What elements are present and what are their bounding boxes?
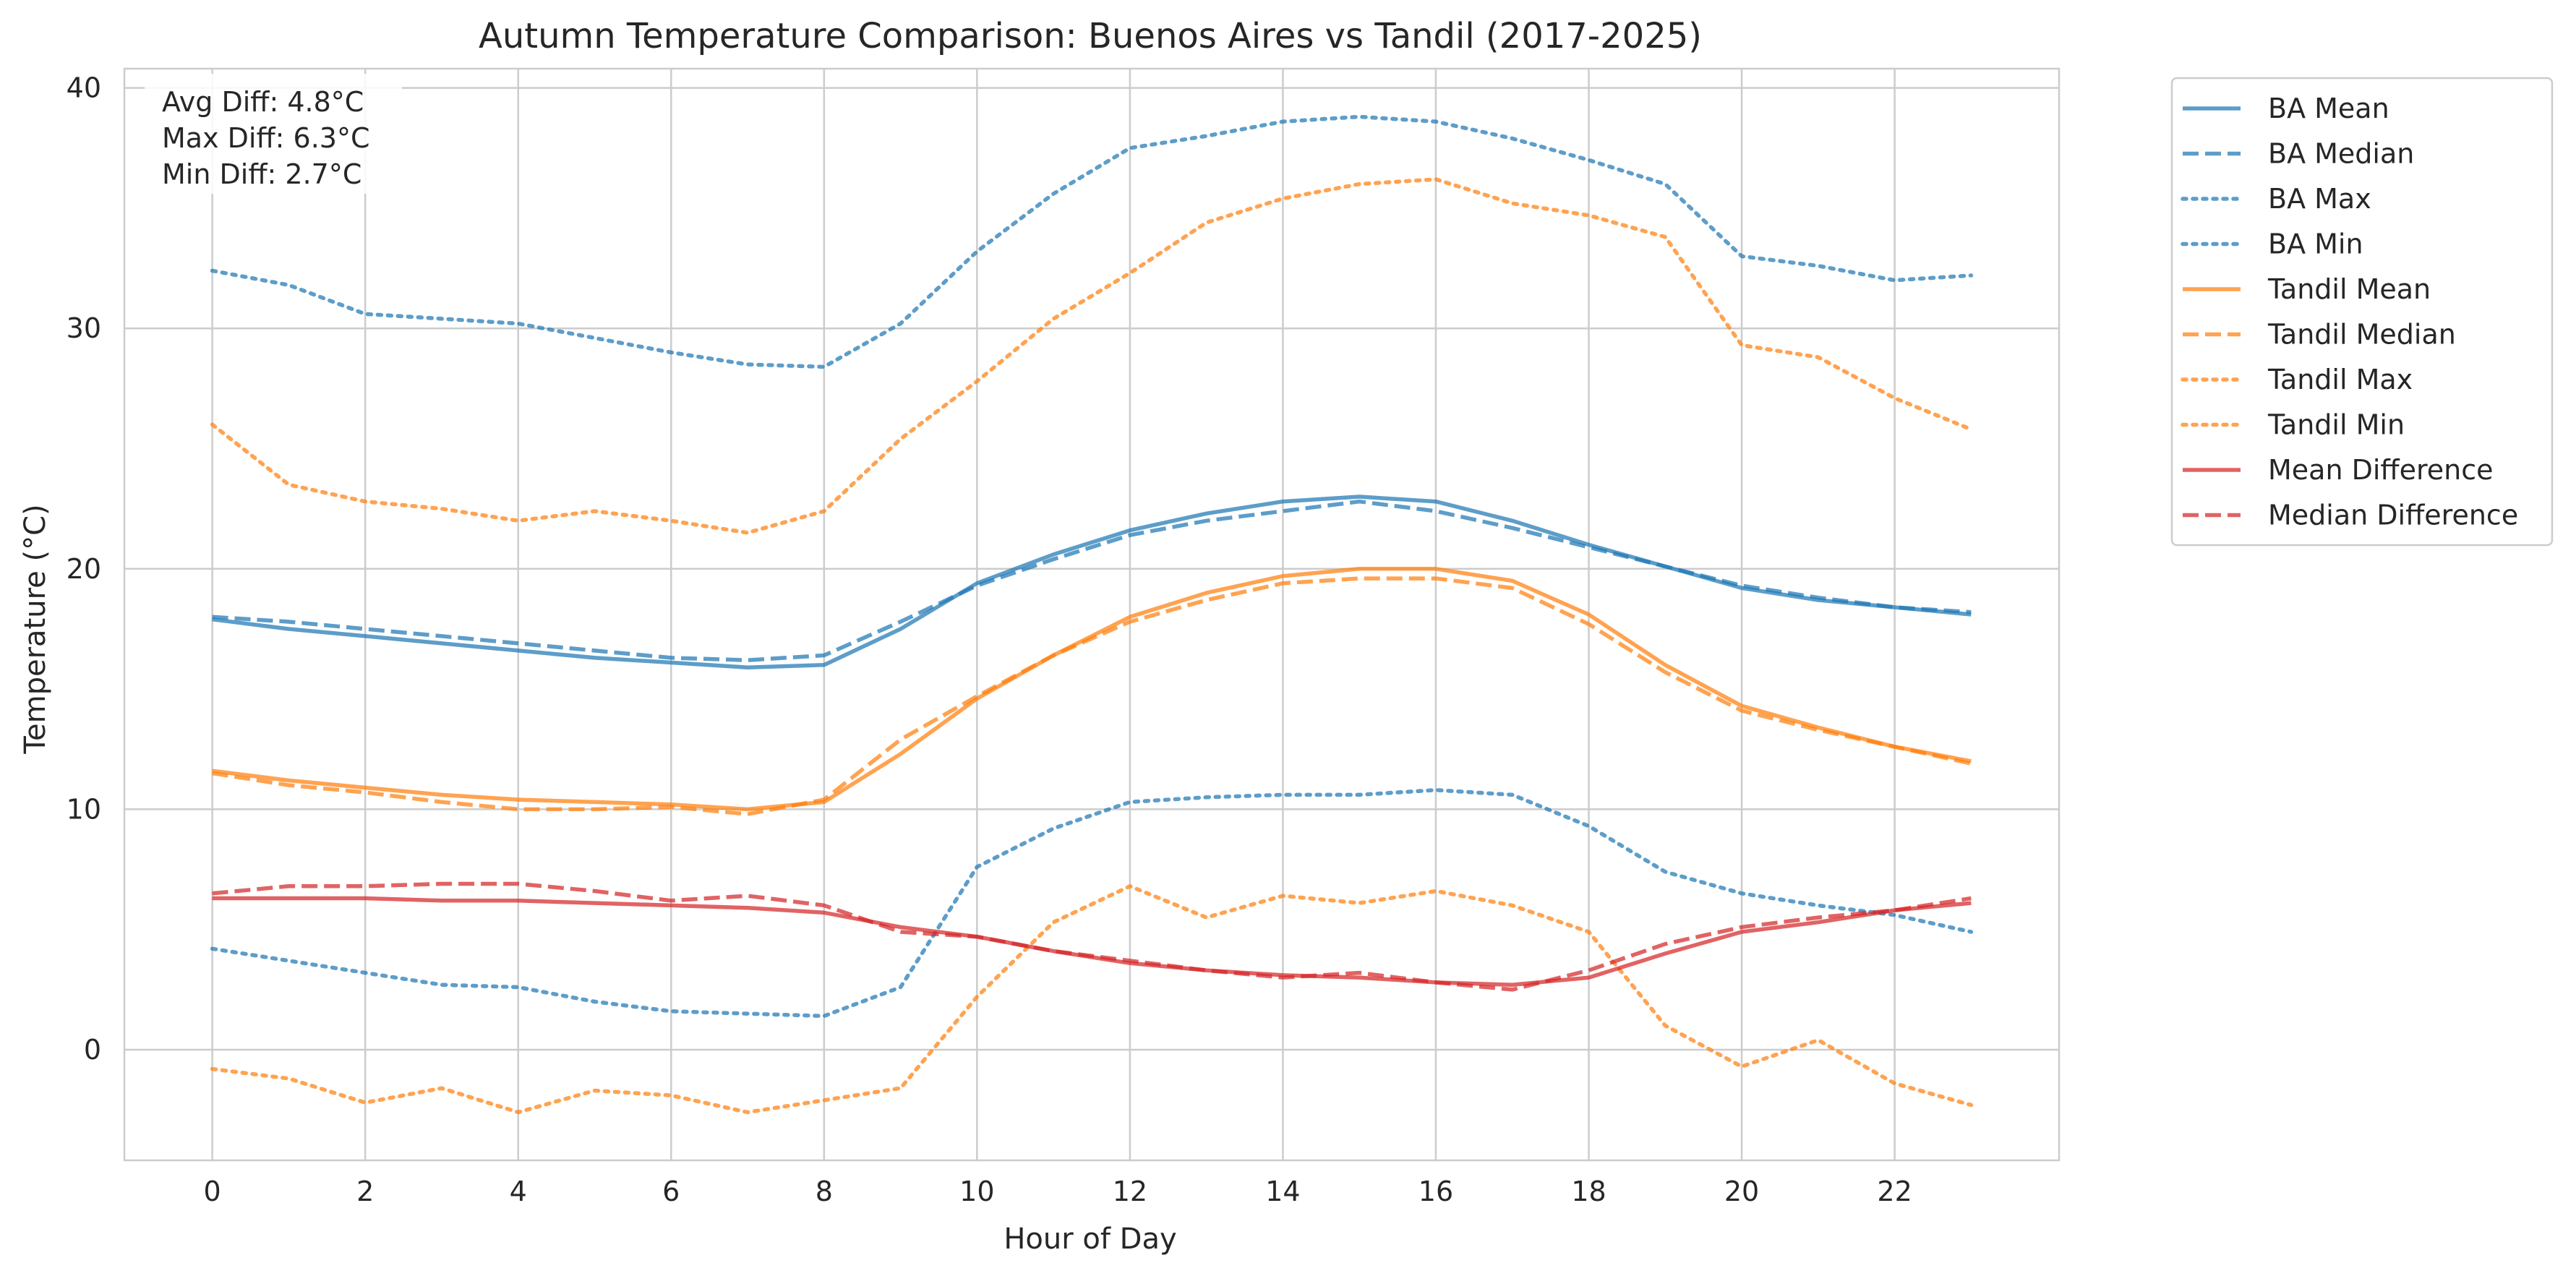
x-tick-label: 0 [204,1176,221,1207]
legend-label-ba-mean: BA Mean [2268,93,2389,124]
legend-label-ba-min: BA Min [2268,228,2363,260]
annotation-box [145,74,402,194]
y-tick-label: 30 [67,312,101,344]
x-tick-label: 22 [1877,1176,1912,1207]
chart-title: Autumn Temperature Comparison: Buenos Ai… [479,16,1702,56]
series-layer [210,114,1974,1115]
y-tick-label: 40 [67,72,101,104]
x-tick-label: 2 [356,1176,374,1207]
x-tick-label: 6 [662,1176,680,1207]
legend-label-ba-max: BA Max [2268,183,2371,215]
legend-label-ba-median: BA Median [2268,138,2414,170]
x-tick-label: 16 [1418,1176,1453,1207]
tick-labels: 0 2 4 6 8 10 12 14 16 18 20 22 0 10 20 30 40 [67,72,1912,1207]
legend-label-tandil-median: Tandil Median [2267,319,2456,351]
x-tick-label: 4 [510,1176,527,1207]
y-tick-label: 10 [67,793,101,825]
series-line-ba-max [210,114,1974,369]
series-line-ba-min [210,788,1974,1019]
annotation-avg-diff: Avg Diff: 4.8°C [162,86,364,118]
x-tick-label: 10 [959,1176,994,1207]
annotation-min-diff: Min Diff: 2.7°C [162,158,361,190]
x-tick-label: 8 [816,1176,833,1207]
x-axis-label: Hour of Day [1004,1223,1176,1256]
series-line-tandil-max [210,177,1974,535]
series-line-tandil-median [212,576,1972,816]
stats-annotation: Avg Diff: 4.8°C Max Diff: 6.3°C Min Diff… [145,74,402,194]
x-tick-label: 14 [1265,1176,1300,1207]
annotation-max-diff: Max Diff: 6.3°C [162,122,370,154]
x-tick-label: 18 [1571,1176,1606,1207]
y-tick-label: 20 [67,553,101,585]
legend-label-mean-difference: Mean Difference [2268,454,2494,486]
series-line-median-difference [212,881,1972,992]
y-axis-label: Temperature (°C) [19,504,52,754]
legend-label-tandil-mean: Tandil Mean [2267,273,2431,305]
legend-label-tandil-max: Tandil Max [2267,364,2413,395]
x-tick-label: 12 [1113,1176,1147,1207]
series-line-ba-mean [212,494,1972,669]
legend-label-median-difference: Median Difference [2268,500,2518,531]
plot-frame [123,67,2061,1162]
y-tick-label: 0 [84,1034,101,1066]
series-line-ba-median [212,499,1972,662]
series-line-tandil-mean [212,567,1972,812]
legend-box [2170,77,2554,547]
legend: BA Mean BA Median BA Max BA Min Tandil Mean T… [2170,77,2554,547]
x-tick-label: 20 [1724,1176,1759,1207]
series-line-tandil-min [210,884,1974,1115]
legend-label-tandil-min: Tandil Min [2267,409,2405,441]
